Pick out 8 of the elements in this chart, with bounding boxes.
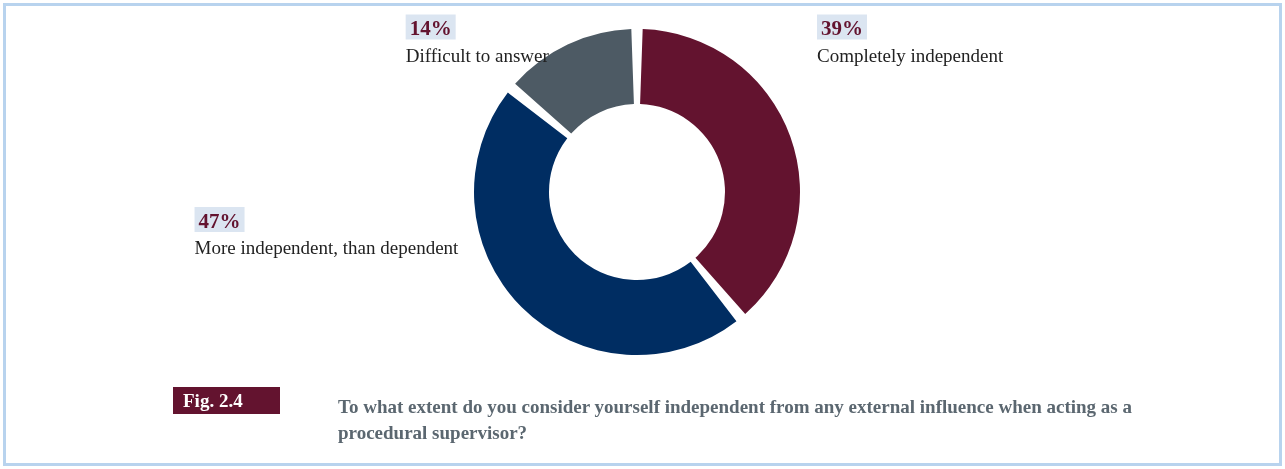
slice-label: Difficult to answer (405, 44, 550, 66)
data-label: 47% (198, 208, 241, 233)
caption: Fig. 2.4 (183, 390, 244, 411)
text: To what extent do you consider yourself independent from any external influence when acting as a procedural supervisor? (338, 395, 1137, 443)
slice-label: Completely independent (817, 44, 1004, 66)
slice-label: More independent, than dependent (194, 237, 460, 259)
data-label: 14% (409, 16, 452, 40)
data-label: 39% (821, 16, 863, 40)
